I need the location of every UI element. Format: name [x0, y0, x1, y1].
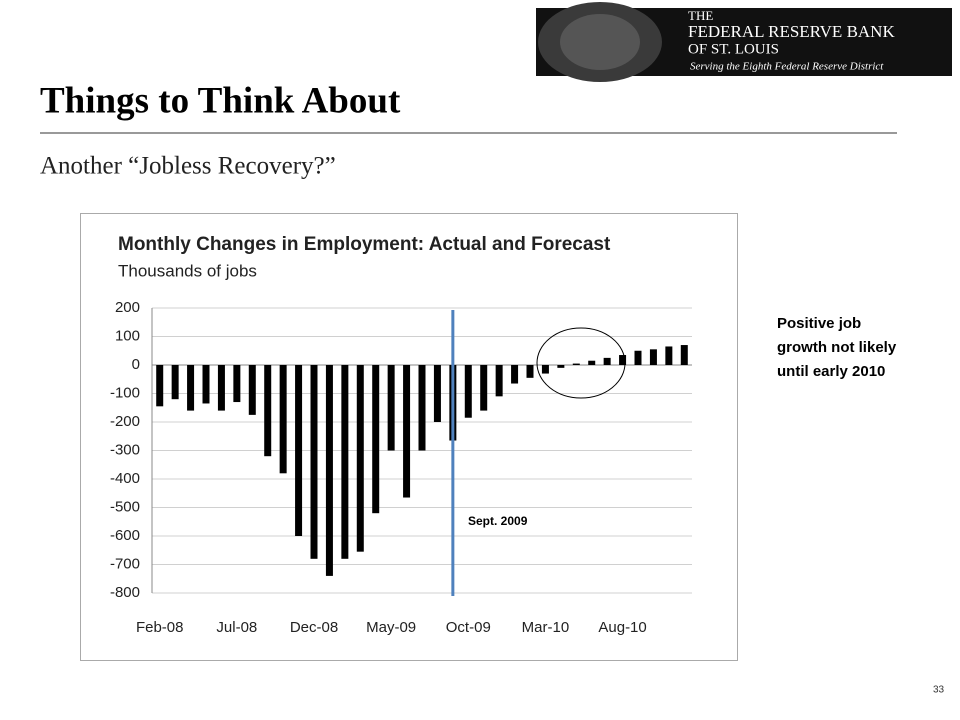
bar — [541, 365, 549, 374]
bar — [557, 365, 565, 368]
chart-title: Monthly Changes in Employment: Actual an… — [118, 234, 611, 255]
y-tick-label: 200 — [115, 299, 140, 316]
chart-subtitle: Thousands of jobs — [118, 261, 257, 280]
y-tick-label: 0 — [132, 356, 140, 373]
bar — [325, 365, 333, 576]
y-tick-label: -200 — [110, 413, 140, 430]
bar — [295, 365, 303, 536]
bar — [511, 365, 519, 384]
bar — [403, 365, 411, 498]
bar — [187, 365, 195, 411]
bar — [171, 365, 179, 400]
bar — [680, 345, 688, 365]
bar — [372, 365, 380, 514]
bar — [588, 360, 596, 365]
bar — [310, 365, 318, 559]
slide-subtitle: Another “Jobless Recovery?” — [40, 153, 336, 180]
x-tick-label: May-09 — [366, 619, 416, 636]
x-tick-label: Feb-08 — [136, 619, 184, 636]
bar — [279, 365, 287, 474]
bar — [233, 365, 241, 403]
logo-text: FEDERAL RESERVE BANK — [688, 22, 895, 41]
bar — [248, 365, 256, 415]
slide-title: Things to Think About — [40, 80, 401, 121]
y-tick-label: -700 — [110, 555, 140, 572]
page-number: 33 — [933, 685, 945, 696]
bar — [526, 365, 534, 378]
y-tick-label: -800 — [110, 584, 140, 601]
x-tick-label: Oct-09 — [446, 619, 491, 636]
bar — [649, 349, 657, 365]
note: Positive job growth not likely until ear… — [777, 315, 897, 380]
bar — [572, 363, 580, 365]
bar — [433, 365, 441, 422]
y-tick-label: 100 — [115, 327, 140, 344]
highlight-circle — [536, 327, 626, 399]
bar — [156, 365, 164, 407]
logo-seal-inner — [560, 14, 640, 70]
y-tick-label: -300 — [110, 441, 140, 458]
logo-text: OF ST. LOUIS — [688, 41, 779, 57]
logo-tagline: Serving the Eighth Federal Reserve Distr… — [690, 61, 884, 73]
bar — [603, 357, 611, 365]
x-tick-label: Mar-10 — [522, 619, 570, 636]
marker-label: Sept. 2009 — [468, 514, 528, 528]
bar — [480, 365, 488, 411]
bar — [464, 365, 472, 418]
x-tick-label: Dec-08 — [290, 619, 338, 636]
bar — [418, 365, 426, 451]
bar — [217, 365, 225, 411]
bar — [356, 365, 364, 552]
x-tick-label: Jul-08 — [216, 619, 257, 636]
bar — [387, 365, 395, 451]
bar — [495, 365, 503, 397]
bar — [634, 350, 642, 365]
bar — [264, 365, 272, 457]
y-tick-label: -500 — [110, 498, 140, 515]
bar — [202, 365, 210, 404]
x-tick-label: Aug-10 — [598, 619, 646, 636]
y-tick-label: -600 — [110, 527, 140, 544]
bar — [665, 346, 673, 365]
logo-text: THE — [688, 8, 713, 23]
y-tick-label: -400 — [110, 470, 140, 487]
bar — [341, 365, 349, 559]
bar — [619, 355, 627, 365]
y-tick-label: -100 — [110, 384, 140, 401]
